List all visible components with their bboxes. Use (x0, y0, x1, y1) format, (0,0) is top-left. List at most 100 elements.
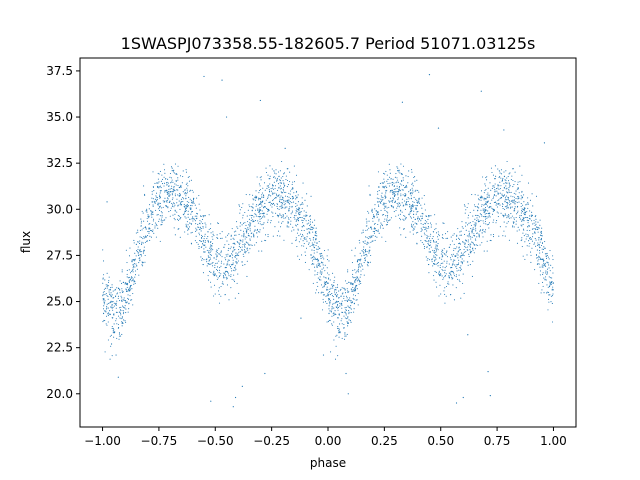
data-point (112, 297, 114, 299)
data-point (409, 206, 411, 208)
data-point (132, 278, 134, 280)
data-point (344, 317, 346, 319)
data-point (287, 217, 290, 219)
data-point (531, 240, 533, 242)
data-point (507, 180, 510, 182)
data-point (154, 225, 156, 227)
outlier-point (203, 75, 205, 78)
data-point (255, 215, 257, 217)
data-point (521, 219, 523, 221)
data-point (363, 262, 365, 264)
data-point (293, 216, 295, 219)
data-point (154, 182, 156, 185)
data-point (488, 227, 490, 229)
data-point (245, 224, 247, 226)
data-point (549, 294, 551, 296)
data-point (111, 355, 113, 357)
data-point (457, 228, 459, 230)
data-point (546, 272, 548, 274)
y-tick-label: 32.5 (46, 156, 73, 170)
data-point (120, 318, 122, 320)
data-point (326, 302, 328, 305)
data-point (403, 204, 405, 206)
data-point (415, 213, 417, 215)
data-point (157, 178, 159, 180)
data-point (539, 270, 542, 272)
data-point (403, 219, 405, 221)
data-point (369, 246, 371, 248)
data-point (467, 261, 469, 263)
data-point (233, 243, 235, 245)
data-point (324, 264, 326, 266)
data-point (249, 214, 251, 216)
data-point (161, 207, 163, 209)
data-point (122, 299, 124, 301)
data-point (389, 200, 391, 202)
data-point (398, 169, 400, 171)
data-point (451, 278, 453, 280)
data-point (287, 202, 290, 204)
data-point (512, 225, 514, 227)
data-point (131, 299, 133, 301)
data-point (409, 210, 411, 212)
data-point (441, 251, 443, 253)
data-point (534, 269, 536, 271)
data-point (306, 240, 308, 242)
data-point (437, 261, 439, 264)
data-point (146, 210, 148, 212)
data-point (447, 231, 449, 233)
data-point (522, 204, 524, 206)
data-point (432, 236, 434, 238)
data-point (505, 226, 507, 228)
data-point (263, 195, 265, 197)
data-point (508, 188, 510, 190)
data-point (350, 288, 352, 290)
data-point (420, 215, 422, 217)
data-point (223, 246, 225, 248)
data-point (225, 276, 227, 278)
data-point (551, 289, 553, 291)
data-point (444, 272, 446, 274)
data-point (435, 240, 437, 243)
data-point (299, 204, 301, 206)
data-point (512, 179, 514, 182)
data-point (458, 269, 460, 271)
data-point (272, 185, 274, 187)
data-point (432, 249, 434, 251)
data-point (157, 182, 159, 184)
data-point (296, 211, 298, 213)
data-point (334, 358, 337, 360)
data-point (517, 188, 519, 190)
data-point (297, 217, 299, 219)
data-point (474, 194, 476, 196)
data-point (385, 190, 387, 192)
data-point (200, 234, 203, 236)
data-point (436, 262, 439, 264)
scatter-points (102, 74, 554, 408)
data-point (198, 246, 200, 248)
data-point (497, 215, 499, 218)
data-point (179, 208, 181, 210)
data-point (518, 229, 520, 231)
data-point (290, 190, 292, 192)
data-point (154, 227, 156, 229)
data-point (502, 208, 504, 210)
data-point (388, 176, 391, 178)
data-point (281, 215, 283, 217)
data-point (539, 266, 541, 268)
data-point (200, 230, 202, 232)
data-point (209, 254, 211, 256)
data-point (112, 327, 114, 329)
data-point (529, 218, 531, 220)
data-point (317, 272, 319, 274)
data-point (275, 212, 277, 214)
data-point (391, 189, 393, 191)
data-point (180, 216, 182, 219)
data-point (321, 271, 323, 273)
data-point (417, 231, 419, 233)
data-point (388, 185, 391, 187)
data-point (155, 236, 157, 238)
data-point (478, 235, 480, 237)
data-point (284, 206, 286, 208)
data-point (512, 201, 514, 203)
